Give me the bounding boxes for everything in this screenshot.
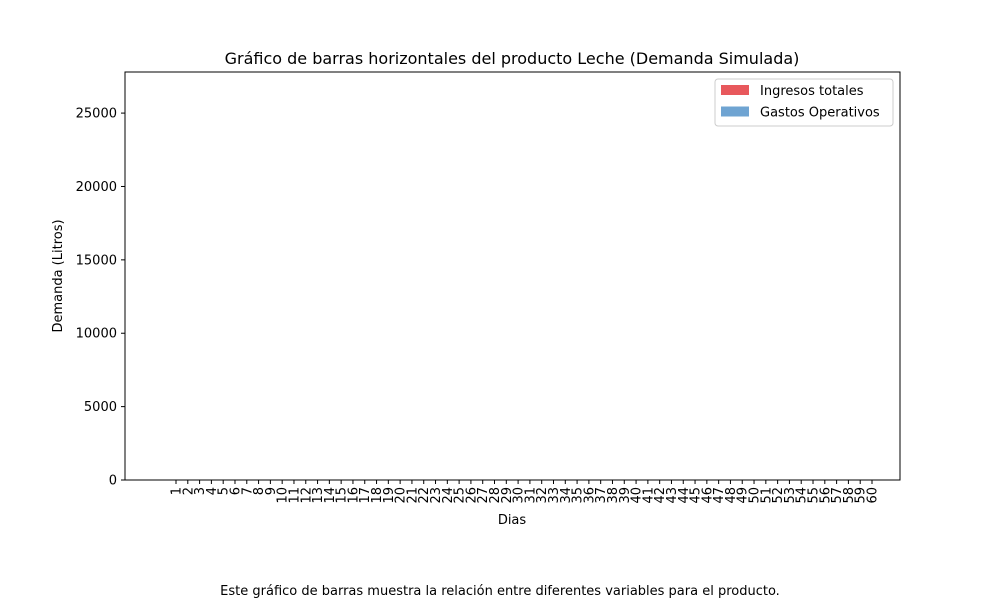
x-tick-label: 41 [641,487,656,504]
x-tick-label: 48 [724,487,739,504]
x-tick-label: 18 [370,487,385,504]
x-tick-label: 44 [677,487,692,504]
x-tick-label: 24 [441,487,456,504]
y-tick-label: 10000 [76,327,117,342]
x-tick-label: 16 [346,487,361,504]
x-tick-label: 11 [287,487,302,504]
chart-caption: Este gráfico de barras muestra la relaci… [220,584,780,599]
y-axis: 0 5000 10000 15000 20000 25000 [76,107,125,489]
x-tick-label: 50 [748,487,763,504]
x-tick-label: 45 [689,487,704,504]
legend-label: Ingresos totales [760,84,864,99]
x-tick-label: 20 [394,487,409,504]
x-axis: 1234567891011121314151617181920212223242… [170,480,881,504]
x-tick-label: 40 [630,487,645,504]
x-tick-label: 57 [830,487,845,504]
x-tick-label: 4 [205,487,220,495]
x-tick-label: 31 [523,487,538,504]
chart-title: Gráfico de barras horizontales del produ… [225,49,800,68]
y-tick-label: 15000 [76,253,117,268]
x-tick-label: 5 [217,487,232,495]
x-axis-label: Dias [498,513,527,528]
legend-label: Gastos Operativos [760,106,880,121]
y-tick-label: 25000 [76,107,117,122]
x-tick-label: 3 [193,487,208,495]
x-tick-label: 12 [299,487,314,504]
y-tick-label: 5000 [84,400,117,415]
x-tick-label: 9 [264,487,279,495]
legend-swatch [721,106,749,117]
x-tick-label: 55 [807,487,822,504]
x-tick-label: 2 [181,487,196,495]
x-tick-label: 58 [842,487,857,504]
x-tick-label: 14 [323,487,338,504]
legend-swatch [721,85,749,95]
x-tick-label: 34 [559,487,574,504]
x-tick-label: 53 [783,487,798,504]
x-tick-label: 8 [252,487,267,495]
x-tick-label: 15 [335,487,350,504]
x-tick-label: 6 [228,487,243,495]
legend: Ingresos totales Gastos Operativos [714,78,894,127]
x-tick-label: 59 [854,487,869,504]
x-tick-label: 51 [759,487,774,504]
x-tick-label: 17 [358,487,373,504]
x-tick-label: 10 [276,487,291,504]
y-tick-label: 20000 [76,180,117,195]
x-tick-label: 49 [736,487,751,504]
legend-box [714,78,894,127]
x-tick-label: 39 [618,487,633,504]
x-tick-label: 13 [311,487,326,504]
x-tick-label: 27 [476,487,491,504]
x-tick-label: 22 [417,487,432,504]
x-tick-label: 21 [405,487,420,504]
x-tick-label: 38 [606,487,621,504]
x-tick-label: 60 [866,487,881,504]
x-tick-label: 26 [464,487,479,504]
y-axis-label: Demanda (Litros) [51,219,66,332]
y-tick-label: 0 [109,474,117,489]
x-tick-label: 7 [240,487,255,495]
x-tick-label: 23 [429,487,444,504]
x-tick-label: 42 [653,487,668,504]
x-tick-label: 56 [818,487,833,504]
x-tick-label: 1 [170,487,185,495]
x-tick-label: 46 [700,487,715,504]
plot-area [124,71,901,481]
x-tick-label: 37 [594,487,609,504]
x-tick-label: 35 [571,487,586,504]
x-tick-label: 43 [665,487,680,504]
x-tick-label: 19 [382,487,397,504]
x-tick-label: 52 [771,487,786,504]
x-tick-label: 33 [547,487,562,504]
x-tick-label: 32 [535,487,550,504]
x-tick-label: 29 [500,487,515,504]
x-tick-label: 47 [712,487,727,504]
x-tick-label: 30 [512,487,527,504]
x-tick-label: 25 [453,487,468,504]
x-tick-label: 36 [582,487,597,504]
x-tick-label: 54 [795,487,810,504]
x-tick-label: 28 [488,487,503,504]
